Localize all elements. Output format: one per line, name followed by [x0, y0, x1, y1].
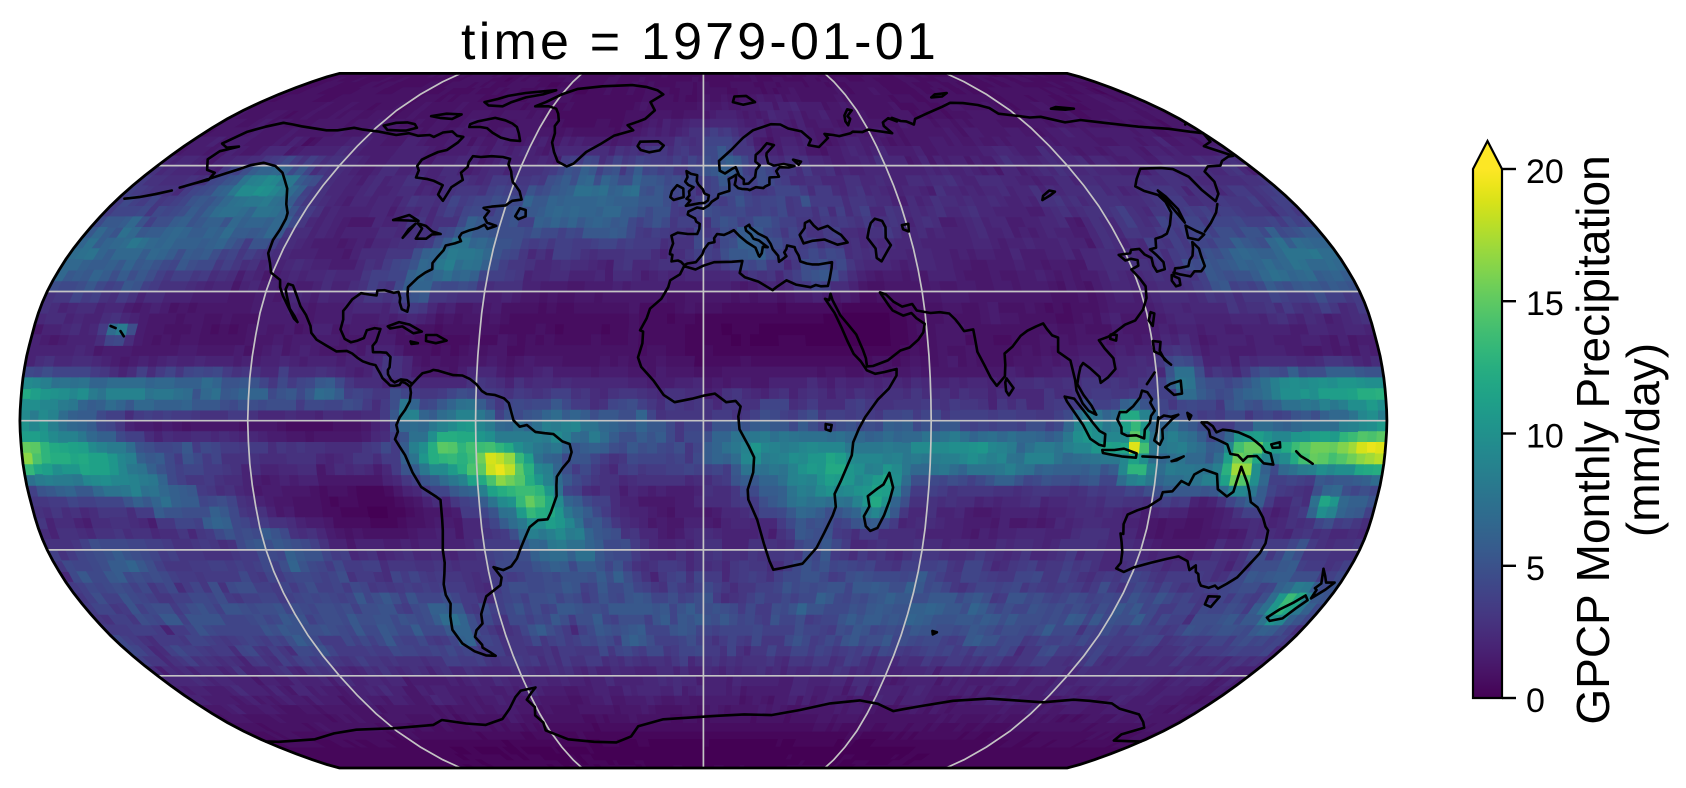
svg-text:5: 5 — [1526, 550, 1545, 588]
svg-text:time = 1979-01-01: time = 1979-01-01 — [461, 13, 939, 71]
svg-text:10: 10 — [1526, 418, 1564, 456]
svg-text:GPCP Monthly Precipitation: GPCP Monthly Precipitation — [1567, 155, 1619, 724]
svg-text:20: 20 — [1526, 153, 1564, 191]
svg-text:15: 15 — [1526, 285, 1564, 323]
svg-text:(mm/day): (mm/day) — [1617, 343, 1669, 537]
svg-text:0: 0 — [1526, 682, 1545, 720]
